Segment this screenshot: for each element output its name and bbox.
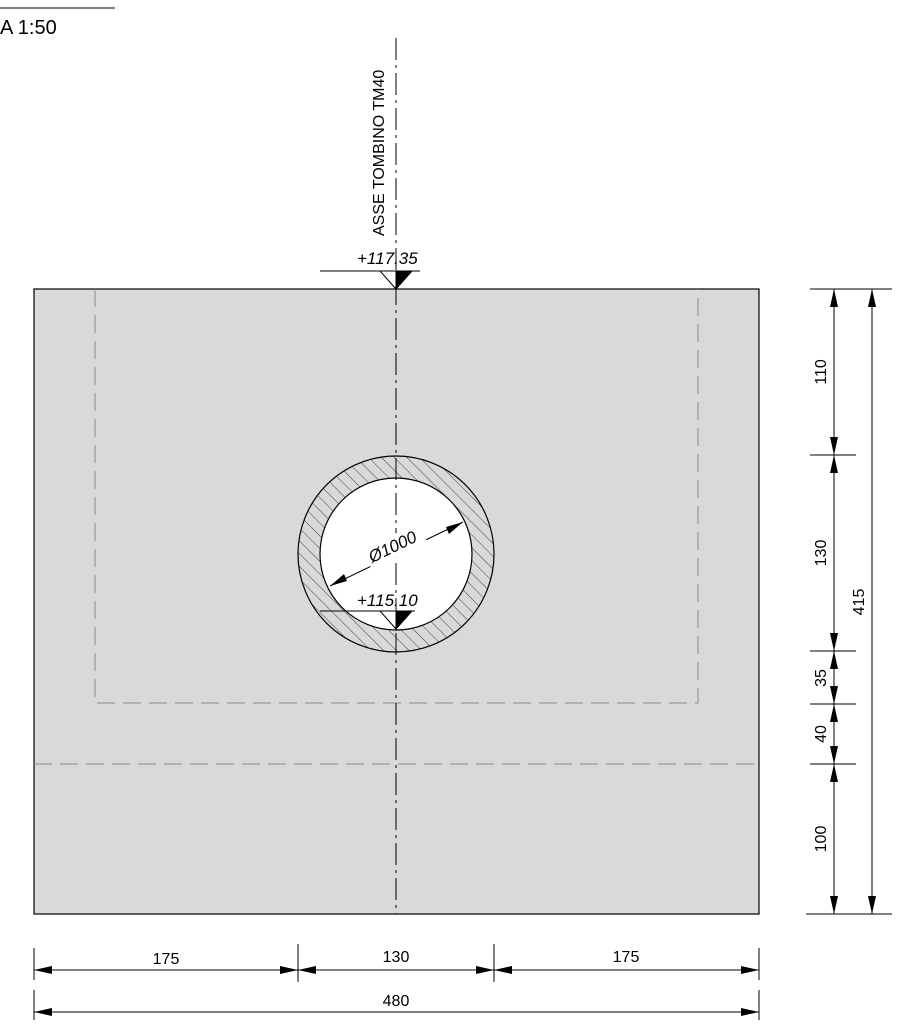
- hdim-total-text: 480: [383, 993, 410, 1010]
- hdim-left-text: 175: [153, 951, 180, 968]
- vdim-seg2-text: 130: [813, 540, 830, 567]
- hdim-middle-text: 130: [383, 949, 410, 966]
- top-elevation-text: +117.35: [357, 249, 418, 268]
- diameter-arrow-right: [446, 522, 463, 534]
- vdim-seg3-text: 35: [813, 669, 830, 687]
- hdim-arrow: [34, 966, 52, 974]
- vdim-total-text: 415: [851, 589, 868, 616]
- diameter-label-bg: [362, 522, 428, 570]
- vertical-dimensions: 110 130 35 40 100 415: [806, 288, 892, 915]
- top-elevation-marker-left: [378, 270, 397, 291]
- horizontal-dimensions: 175 130 175 480: [33, 944, 760, 1020]
- invert-elevation-text: +115.10: [357, 591, 418, 610]
- vdim-arrow: [830, 633, 838, 651]
- invert-elevation-marker-right: [395, 610, 414, 631]
- scale-title: A 1:50: [0, 17, 57, 39]
- vdim-arrow: [830, 455, 838, 473]
- vdim-arrow: [868, 896, 876, 914]
- vdim-arrow: [868, 289, 876, 307]
- top-elevation-marker-right: [395, 270, 414, 291]
- hdim-right-text: 175: [613, 949, 640, 966]
- vdim-arrow: [830, 651, 838, 669]
- vdim-seg1-text: 110: [813, 359, 830, 385]
- vdim-arrow: [830, 704, 838, 722]
- vdim-arrow: [830, 437, 838, 455]
- hdim-arrow: [741, 1008, 759, 1016]
- hdim-arrow: [280, 966, 298, 974]
- hdim-arrow: [494, 966, 512, 974]
- hdim-arrow: [476, 966, 494, 974]
- vdim-arrow: [830, 289, 838, 307]
- vdim-arrow: [830, 896, 838, 914]
- diameter-arrow-left: [330, 574, 347, 586]
- hdim-arrow: [34, 1008, 52, 1016]
- vdim-seg5-text: 100: [813, 826, 830, 853]
- axis-label: ASSE TOMBINO TM40: [371, 70, 388, 236]
- hdim-arrow: [298, 966, 316, 974]
- vdim-arrow: [830, 746, 838, 764]
- vdim-arrow: [830, 686, 838, 704]
- vdim-arrow: [830, 764, 838, 782]
- hdim-arrow: [741, 966, 759, 974]
- vdim-seg4-text: 40: [813, 725, 830, 743]
